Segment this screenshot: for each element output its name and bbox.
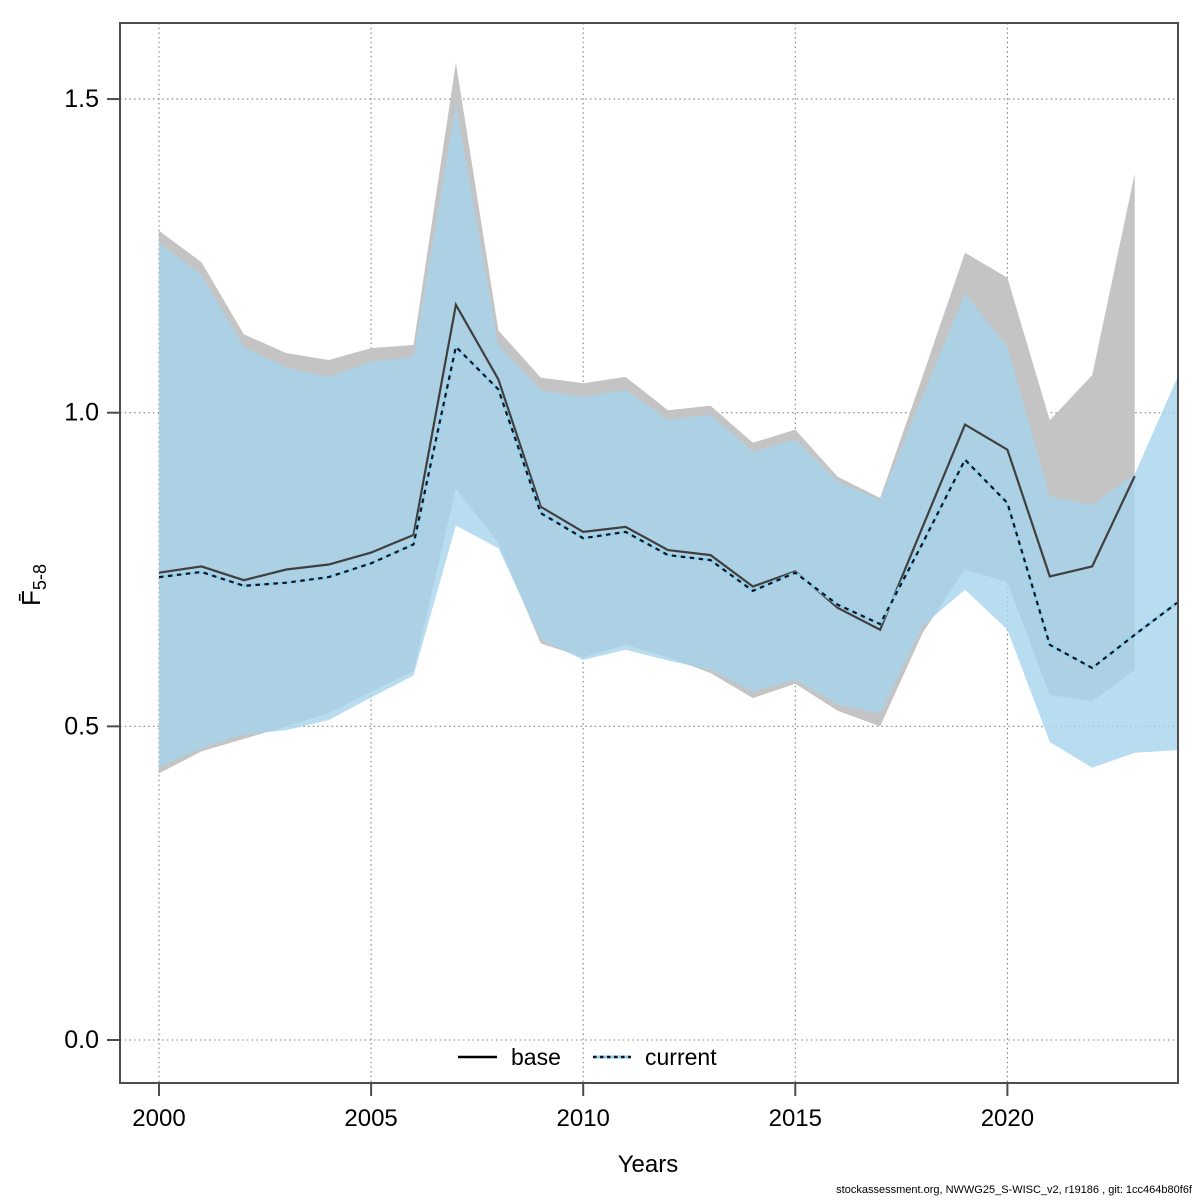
y-tick-label: 1.0 [64, 399, 99, 427]
y-tick-label: 0.0 [64, 1026, 99, 1054]
plot-frame [119, 22, 1179, 1084]
x-tick-label: 2005 [344, 1105, 397, 1132]
x-tick-label: 2000 [132, 1105, 185, 1132]
current-confidence-band [159, 105, 1178, 768]
y-tick-label: 1.5 [64, 85, 99, 113]
y-axis-title: F̄5-8 [16, 564, 50, 606]
footer-note: stockassessment.org, NWWG25_S-WISC_v2, r… [836, 1184, 1192, 1196]
x-tick-label: 2010 [557, 1105, 610, 1132]
base-line [158, 301, 1136, 632]
legend: base current [458, 1044, 717, 1070]
x-tick-label: 2020 [981, 1105, 1034, 1132]
legend-base-label: base [511, 1044, 561, 1070]
x-axis-title: Years [618, 1151, 679, 1178]
x-tick-label: 2015 [769, 1105, 822, 1132]
current-line [158, 344, 1178, 670]
y-tick-label: 0.5 [64, 712, 99, 740]
legend-current-label: current [645, 1044, 717, 1070]
